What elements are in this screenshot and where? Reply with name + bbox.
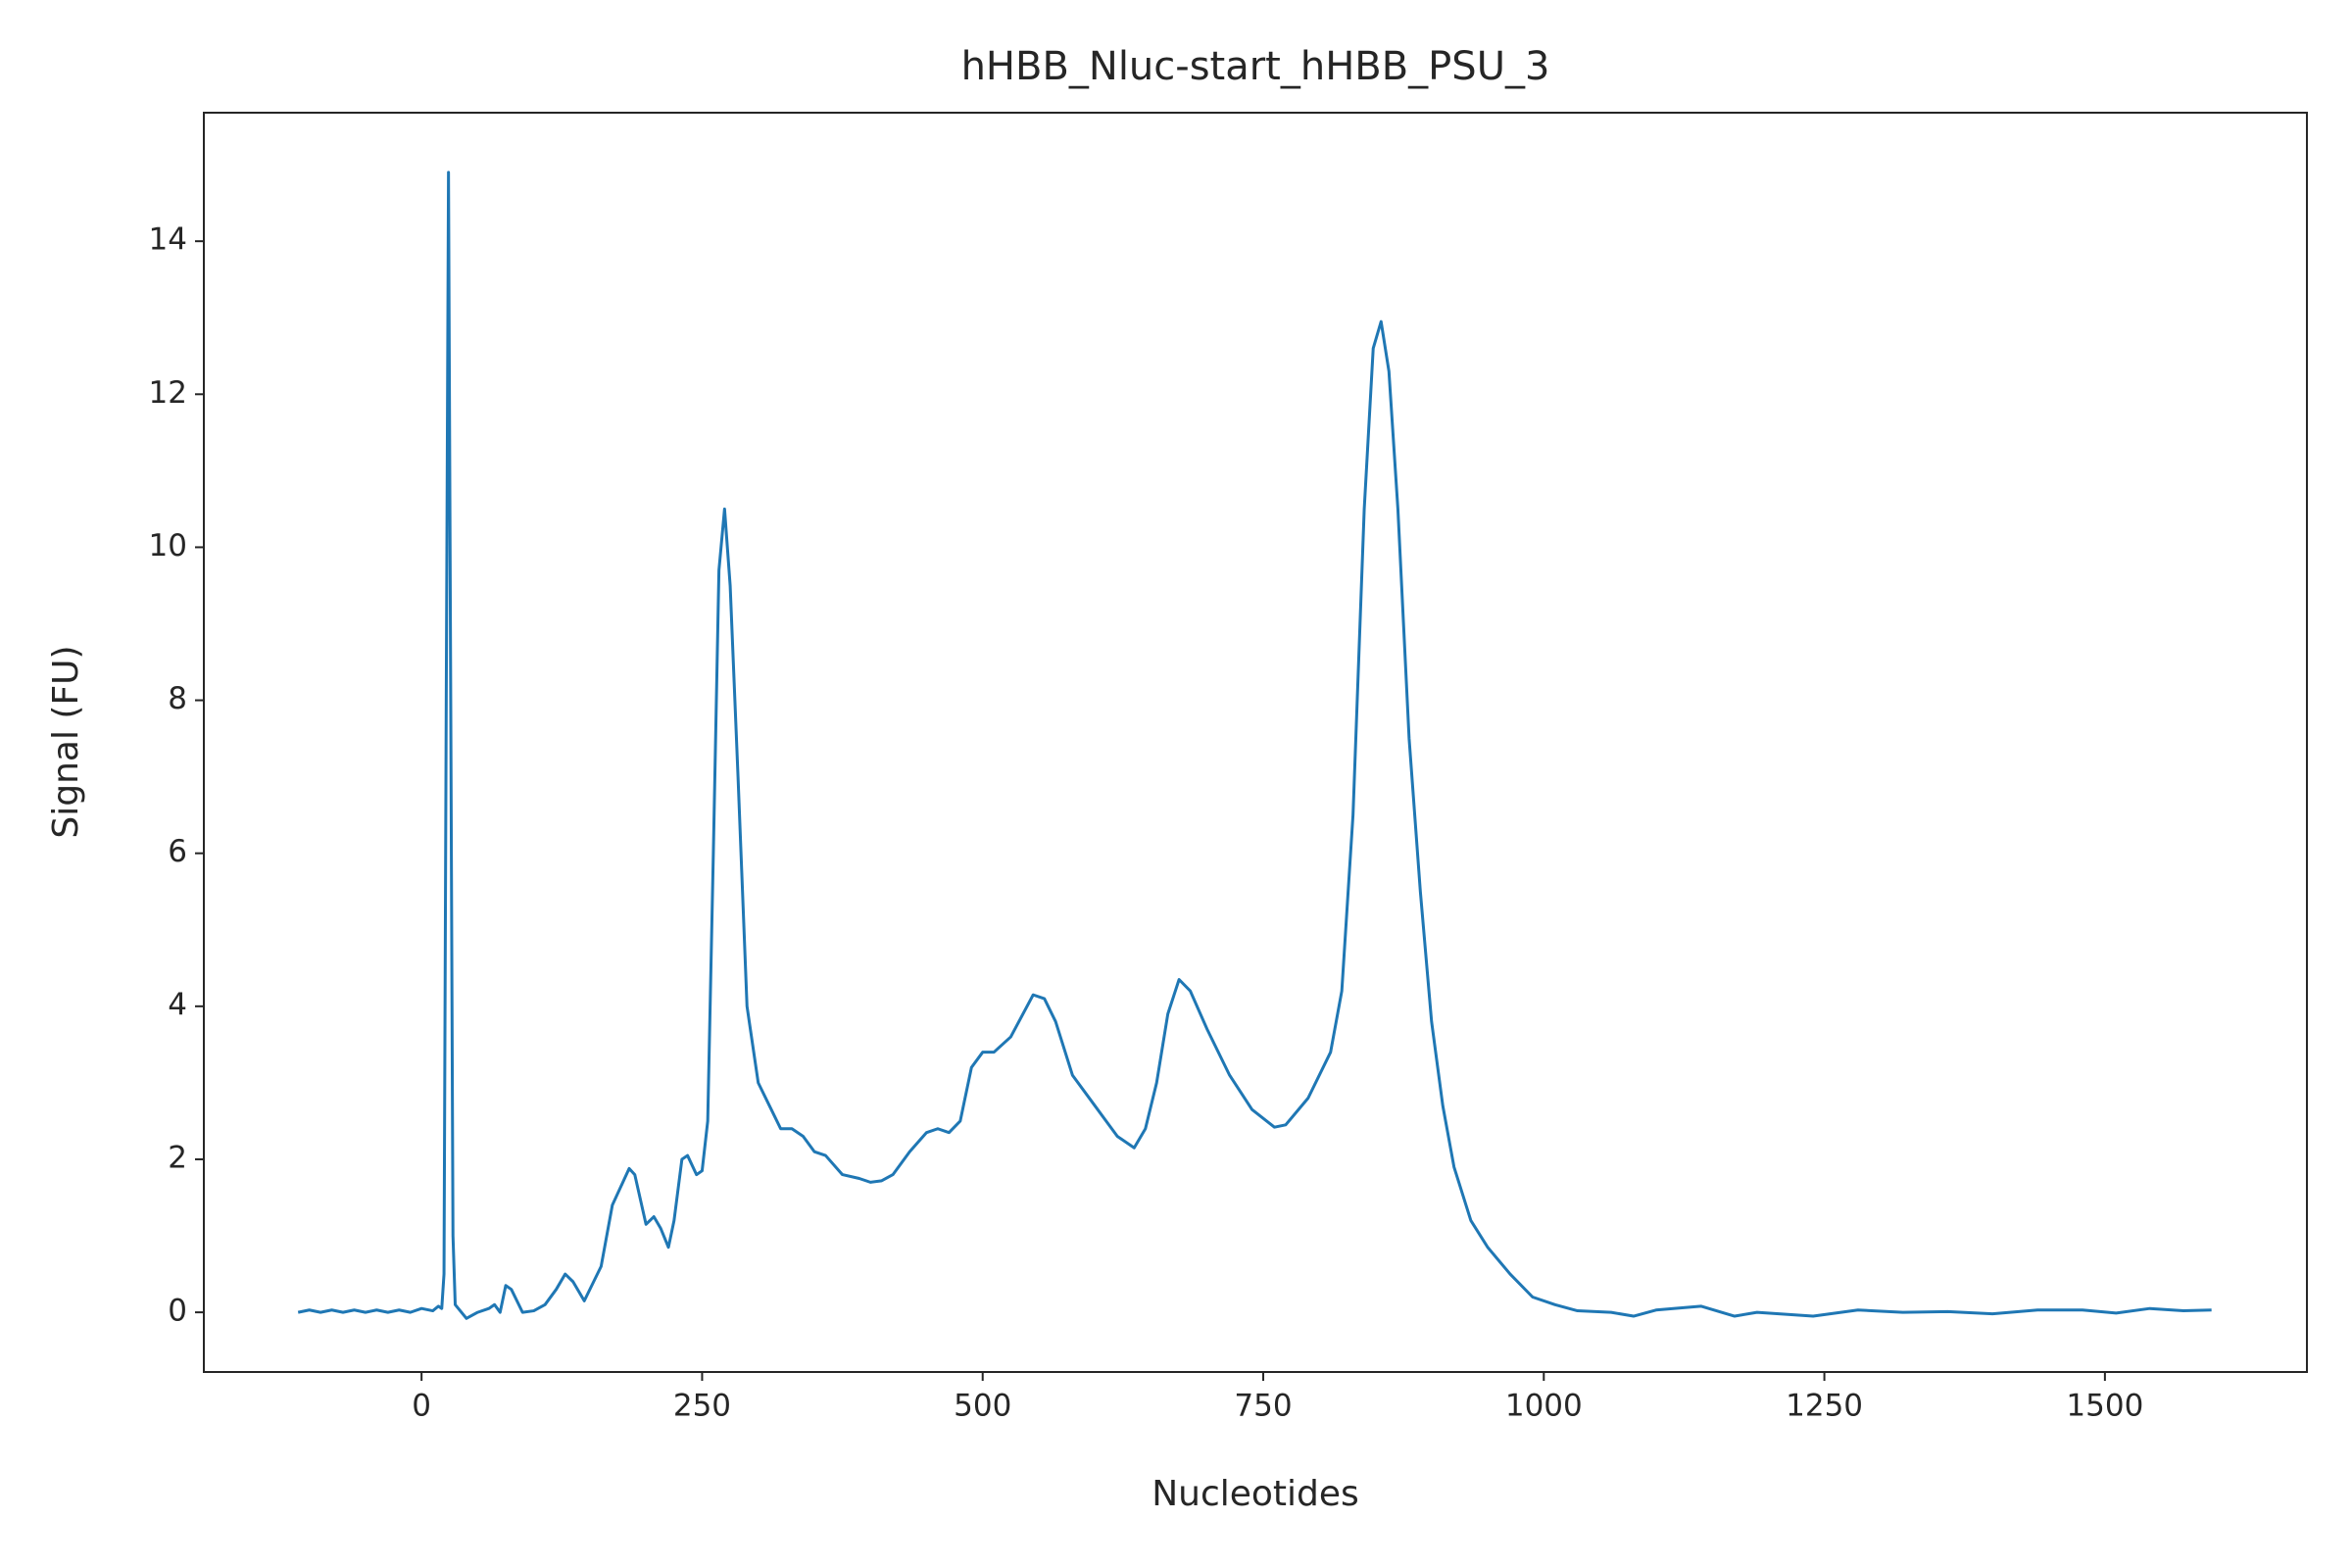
x-axis-label: Nucleotides bbox=[1152, 1474, 1359, 1514]
x-tick-label: 0 bbox=[412, 1389, 431, 1424]
y-tick-label: 0 bbox=[168, 1294, 187, 1329]
x-tick-label: 250 bbox=[673, 1389, 731, 1424]
y-axis-label: Signal (FU) bbox=[46, 645, 86, 838]
chart-title: hHBB_Nluc-start_hHBB_PSU_3 bbox=[961, 44, 1550, 89]
y-tick-label: 10 bbox=[149, 528, 187, 564]
y-tick-label: 12 bbox=[149, 375, 187, 411]
y-tick-label: 6 bbox=[168, 834, 187, 869]
y-tick-label: 14 bbox=[149, 222, 187, 258]
x-tick-label: 1500 bbox=[2066, 1389, 2143, 1424]
x-tick-label: 750 bbox=[1234, 1389, 1292, 1424]
plot-frame bbox=[203, 112, 2308, 1373]
y-tick-label: 8 bbox=[168, 681, 187, 716]
y-tick-label: 4 bbox=[168, 987, 187, 1022]
x-tick-label: 500 bbox=[954, 1389, 1011, 1424]
x-tick-label: 1000 bbox=[1505, 1389, 1583, 1424]
x-tick-label: 1250 bbox=[1786, 1389, 1863, 1424]
data-line bbox=[297, 171, 2212, 1320]
y-tick-label: 2 bbox=[168, 1140, 187, 1175]
